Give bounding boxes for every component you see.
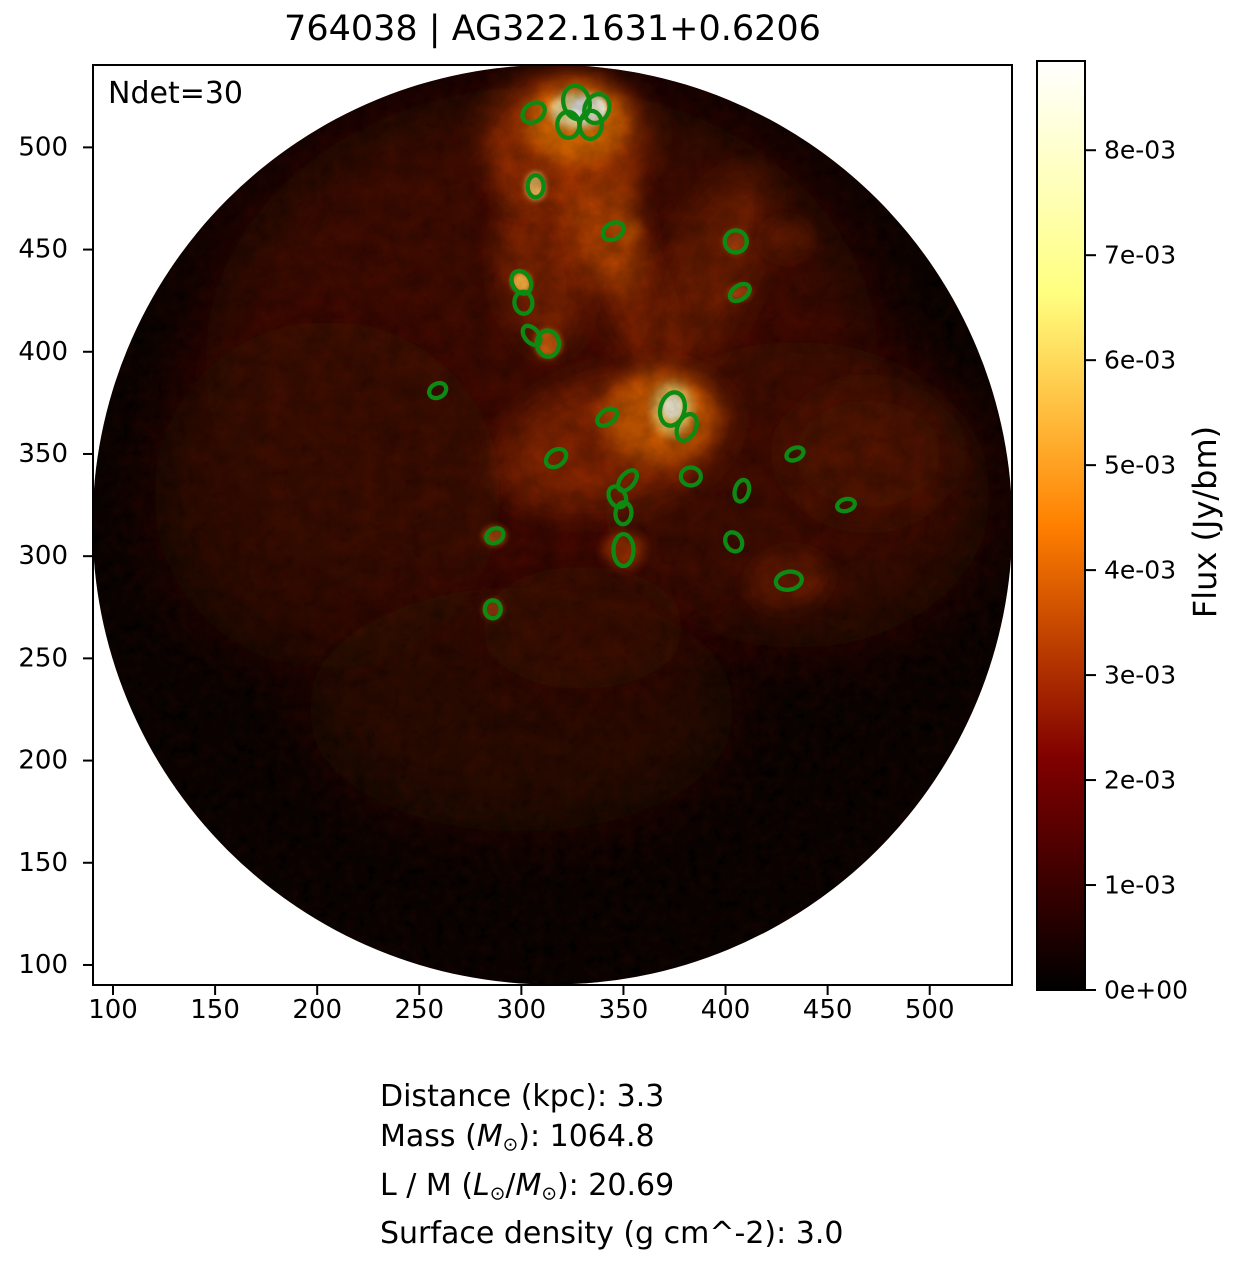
- detection-ellipse: [595, 406, 620, 428]
- detection-ellipse: [678, 465, 703, 488]
- x-tick-label: 200: [292, 995, 342, 1025]
- x-tick-label: 450: [803, 995, 853, 1025]
- colorbar-tick-label: 3e-03: [1104, 661, 1176, 690]
- colorbar-tick-label: 8e-03: [1104, 136, 1176, 165]
- x-tick-label: 100: [88, 995, 138, 1025]
- x-tick-label: 250: [394, 995, 444, 1025]
- annotation-segment: ): 20.69: [556, 1167, 675, 1203]
- detection-ellipse: [534, 328, 562, 359]
- annotation-segment: L: [473, 1167, 490, 1203]
- detection-ellipse: [600, 220, 626, 243]
- y-tick-label: 200: [18, 746, 68, 776]
- ndet-label: Ndet=30: [108, 76, 243, 111]
- colorbar-tick-label: 6e-03: [1104, 346, 1176, 375]
- annotation-line: Mass (M⊙): 1064.8: [380, 1117, 843, 1166]
- source-properties-annotation: Distance (kpc): 3.3 Mass (M⊙): 1064.8 L / …: [380, 1077, 843, 1254]
- colorbar-tick-label: 5e-03: [1104, 451, 1176, 480]
- annotation-line: Surface density (g cm^-2): 3.0: [380, 1214, 843, 1254]
- detection-ellipse: [520, 100, 547, 125]
- annotation-segment: Surface density (g cm^-2): 3.0: [380, 1216, 844, 1252]
- y-tick-label: 100: [18, 950, 68, 980]
- y-tick-label: 400: [18, 337, 68, 367]
- y-tick-label: 350: [18, 439, 68, 469]
- detection-ellipse: [835, 496, 857, 514]
- detection-ellipse: [525, 173, 546, 200]
- annotation-segment: ⊙: [541, 1183, 557, 1205]
- colorbar-tick-label: 0e+00: [1104, 976, 1188, 1005]
- detection-ellipse: [613, 500, 634, 527]
- detection-ellipse: [723, 530, 745, 554]
- colorbar-tick-label: 2e-03: [1104, 766, 1176, 795]
- dark-noise-texture: [93, 65, 1012, 985]
- detection-ellipse: [674, 411, 699, 443]
- annotation-line: L / M (L⊙/M⊙): 20.69: [380, 1166, 843, 1215]
- annotation-segment: ): 1064.8: [518, 1119, 655, 1154]
- annotation-segment: L / M (: [380, 1167, 474, 1203]
- annotation-segment: Distance (kpc): 3.3: [380, 1079, 665, 1114]
- plot-title: 764038 | AG322.1631+0.6206: [284, 9, 821, 49]
- detection-ellipse: [482, 598, 503, 621]
- detection-ellipse: [727, 281, 752, 304]
- y-tick-label: 500: [18, 132, 68, 162]
- colorbar-tick-label: 1e-03: [1104, 871, 1176, 900]
- flux-heatmap: [93, 65, 1012, 985]
- annotation-segment: M: [476, 1119, 503, 1154]
- detection-ellipse: [732, 477, 752, 504]
- detection-ellipse: [543, 446, 569, 470]
- annotation-segment: /: [505, 1167, 516, 1203]
- y-tick-label: 300: [18, 541, 68, 571]
- y-tick-label: 250: [18, 643, 68, 673]
- annotation-segment: ⊙: [502, 1134, 519, 1156]
- y-tick-label: 450: [18, 235, 68, 265]
- annotation-segment: ⊙: [489, 1183, 506, 1205]
- detection-ellipse: [484, 526, 506, 546]
- x-tick-label: 500: [905, 995, 955, 1025]
- x-tick-label: 300: [497, 995, 547, 1025]
- annotation-segment: M: [515, 1167, 542, 1203]
- colorbar-tick-label: 4e-03: [1104, 556, 1176, 585]
- y-tick-label: 150: [18, 848, 68, 878]
- annotation-line: Distance (kpc): 3.3: [380, 1077, 843, 1117]
- detections: [426, 83, 857, 621]
- x-tick-label: 150: [190, 995, 240, 1025]
- colorbar-tick-label: 7e-03: [1104, 241, 1176, 270]
- detection-ellipse: [722, 228, 749, 255]
- detection-ellipse: [582, 91, 612, 126]
- detection-ellipse: [577, 108, 604, 142]
- detection-ellipse: [611, 531, 636, 569]
- x-tick-label: 350: [599, 995, 649, 1025]
- detection-ellipse: [606, 484, 629, 510]
- detection-ellipse: [657, 390, 688, 428]
- colorbar: [1036, 60, 1086, 991]
- detection-ellipse: [773, 569, 804, 592]
- detection-ellipse: [426, 380, 449, 401]
- detection-ellipse: [784, 445, 806, 463]
- colorbar-axis-label: Flux (Jy/bm): [1186, 425, 1224, 619]
- plot-border: [92, 64, 1013, 986]
- annotation-segment: Mass (: [380, 1119, 477, 1154]
- detection-ellipse: [512, 289, 535, 316]
- x-tick-label: 400: [701, 995, 751, 1025]
